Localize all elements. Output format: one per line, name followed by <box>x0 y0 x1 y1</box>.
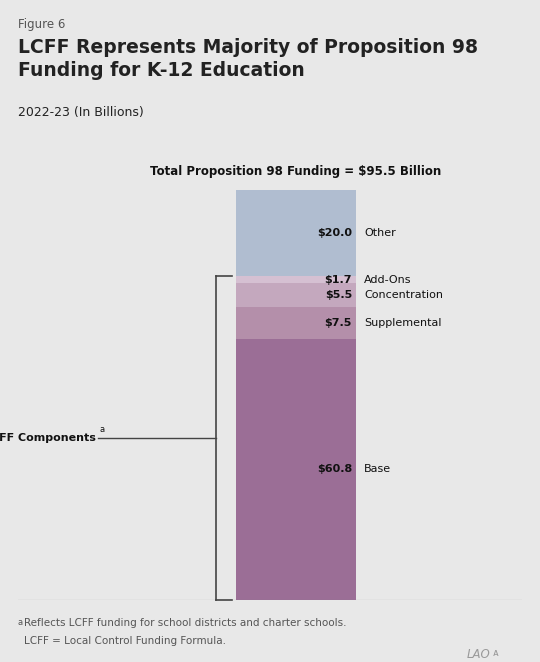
Text: Total Proposition 98 Funding = $95.5 Billion: Total Proposition 98 Funding = $95.5 Bil… <box>150 165 442 178</box>
Text: $1.7: $1.7 <box>325 275 352 285</box>
Text: a: a <box>18 618 23 627</box>
Text: Figure 6: Figure 6 <box>18 18 65 31</box>
Text: Other: Other <box>364 228 396 238</box>
Text: LCFF Components: LCFF Components <box>0 433 96 443</box>
Text: $7.5: $7.5 <box>325 318 352 328</box>
Text: Reflects LCFF funding for school districts and charter schools.: Reflects LCFF funding for school distric… <box>24 618 347 628</box>
Text: Concentration: Concentration <box>364 290 443 300</box>
Text: Base: Base <box>364 465 391 475</box>
Bar <box>236 339 356 600</box>
Bar <box>236 190 356 276</box>
Text: $60.8: $60.8 <box>317 465 352 475</box>
Text: LAO: LAO <box>466 648 490 661</box>
Bar <box>236 307 356 339</box>
Text: 2022-23 (In Billions): 2022-23 (In Billions) <box>18 106 144 119</box>
Bar <box>236 276 356 283</box>
Text: Supplemental: Supplemental <box>364 318 442 328</box>
Text: LCFF Represents Majority of Proposition 98
Funding for K-12 Education: LCFF Represents Majority of Proposition … <box>18 38 478 79</box>
Text: ᴀ: ᴀ <box>493 648 499 658</box>
Text: LCFF = Local Control Funding Formula.: LCFF = Local Control Funding Formula. <box>24 636 226 646</box>
Text: a: a <box>99 426 104 434</box>
Text: $20.0: $20.0 <box>317 228 352 238</box>
Text: $5.5: $5.5 <box>325 290 352 300</box>
Bar <box>236 283 356 307</box>
Text: Add-Ons: Add-Ons <box>364 275 411 285</box>
